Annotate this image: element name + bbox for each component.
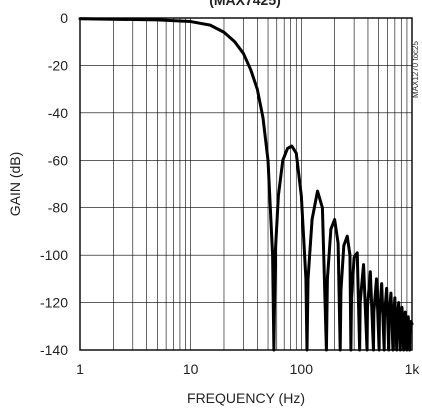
x-tick-label: 100 bbox=[290, 361, 314, 377]
tick-layer: 1 10 100 1k 0 -20 -40 -60 -80 -100 -120 -140 bbox=[40, 10, 420, 377]
side-label: MAX1270 toc25 bbox=[411, 41, 420, 98]
y-tick-label: -140 bbox=[40, 342, 68, 358]
y-tick-label: 0 bbox=[60, 10, 68, 26]
grid-layer bbox=[79, 17, 413, 351]
series-layer bbox=[78, 17, 414, 352]
y-tick-label: -120 bbox=[40, 295, 68, 311]
y-tick-label: -80 bbox=[48, 200, 68, 216]
y-tick-label: -20 bbox=[48, 57, 68, 73]
series-line bbox=[78, 17, 414, 352]
y-tick-label: -100 bbox=[40, 247, 68, 263]
x-axis-title: FREQUENCY (Hz) bbox=[187, 390, 305, 406]
x-tick-label: 10 bbox=[183, 361, 199, 377]
y-axis-title: GAIN (dB) bbox=[7, 152, 23, 217]
y-tick-label: -40 bbox=[48, 105, 68, 121]
plot-frame bbox=[79, 17, 413, 351]
y-tick-label: -60 bbox=[48, 152, 68, 168]
chart-title: (MAX7425) bbox=[209, 0, 281, 8]
x-tick-label: 1 bbox=[76, 361, 84, 377]
x-tick-label: 1k bbox=[405, 361, 421, 377]
